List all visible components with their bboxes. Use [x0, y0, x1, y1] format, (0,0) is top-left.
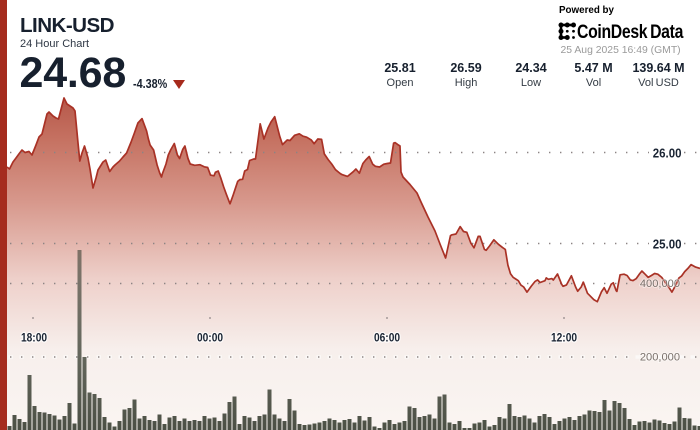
svg-text:26.00: 26.00: [653, 146, 682, 161]
svg-text:00:00: 00:00: [197, 332, 223, 345]
svg-text:400,000: 400,000: [640, 278, 680, 290]
svg-text:06:00: 06:00: [374, 332, 400, 345]
svg-text:12:00: 12:00: [551, 332, 577, 345]
svg-text:18:00: 18:00: [21, 332, 47, 345]
svg-text:25.00: 25.00: [653, 237, 682, 252]
svg-text:200,000: 200,000: [640, 352, 680, 364]
